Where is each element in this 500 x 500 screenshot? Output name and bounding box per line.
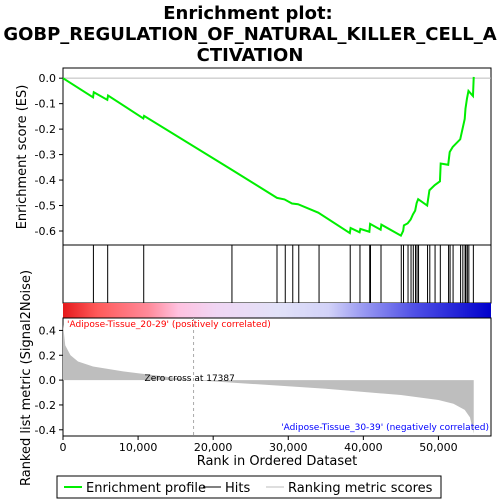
rank-color-bar xyxy=(63,303,491,318)
es-y-axis-label: Enrichment score (ES) xyxy=(15,85,30,230)
metric-panel: 0.4 0.2 0.0 -0.2 -0.4 'Adipose-Tissue_20-29'… xyxy=(35,317,492,437)
x-tick-label: 0 xyxy=(60,441,67,454)
es-tick-label: -0.3 xyxy=(35,149,56,162)
es-tick-label: -0.6 xyxy=(35,225,56,238)
ranking-metric-area xyxy=(63,324,474,434)
es-tick-label: -0.5 xyxy=(35,200,56,213)
title-line-2: GOBP_REGULATION_OF_NATURAL_KILLER_CELL_A xyxy=(3,24,496,45)
es-tick-label: -0.4 xyxy=(35,174,56,187)
metric-tick-label: 0.0 xyxy=(39,374,57,387)
es-tick-label: -0.2 xyxy=(35,123,56,136)
legend-label-enrichment: Enrichment profile xyxy=(86,481,206,496)
es-panel-frame xyxy=(62,67,492,246)
es-tick-label: -0.1 xyxy=(35,98,56,111)
metric-y-axis-label: Ranked list metric (Signal2Noise) xyxy=(19,270,34,486)
metric-tick-label: 0.4 xyxy=(39,324,57,337)
metric-tick-label: -0.2 xyxy=(35,399,56,412)
es-tick-label: 0.0 xyxy=(39,72,57,85)
x-axis-label: Rank in Ordered Dataset xyxy=(197,454,358,469)
metric-tick-label: -0.4 xyxy=(35,424,56,437)
zero-cross-label: Zero cross at 17387 xyxy=(145,374,235,384)
hits-panel xyxy=(62,244,492,304)
negative-correlation-label: 'Adipose-Tissue_30-39' (negatively corre… xyxy=(281,423,489,433)
title-line-3: CTIVATION xyxy=(197,45,304,66)
legend-frame xyxy=(56,475,442,499)
positive-correlation-label: 'Adipose-Tissue_20-29' (positively corre… xyxy=(67,320,271,330)
x-tick-label: 50,000 xyxy=(419,441,458,454)
title-line-1: Enrichment plot: xyxy=(163,3,333,24)
x-tick-label: 30,000 xyxy=(269,441,308,454)
x-tick-label: 10,000 xyxy=(119,441,158,454)
enrichment-profile-line xyxy=(62,76,475,237)
x-tick-label: 20,000 xyxy=(194,441,233,454)
es-panel: 0.0 -0.1 -0.2 -0.3 -0.4 -0.5 -0.6 xyxy=(35,67,492,246)
legend-label-hits: Hits xyxy=(225,481,250,496)
legend-label-ranking: Ranking metric scores xyxy=(288,481,433,496)
x-tick-label: 40,000 xyxy=(344,441,383,454)
legend: Enrichment profile Hits Ranking metric s… xyxy=(56,475,442,499)
metric-tick-label: 0.2 xyxy=(39,349,57,362)
